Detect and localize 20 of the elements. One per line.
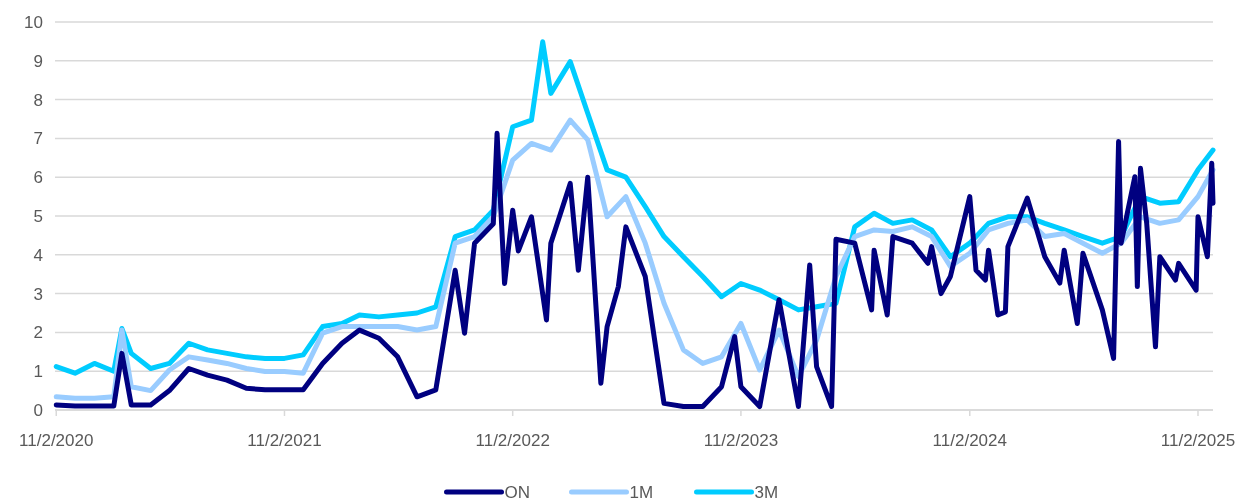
y-tick-label: 10 xyxy=(24,12,43,32)
y-tick-label: 2 xyxy=(33,323,43,343)
x-tick-label: 11/2/2022 xyxy=(475,431,550,450)
y-tick-label: 9 xyxy=(33,51,43,71)
y-tick-label: 8 xyxy=(33,90,43,110)
legend-label: ON xyxy=(504,482,530,502)
x-tick-label: 11/2/2023 xyxy=(703,431,779,450)
y-tick-label: 7 xyxy=(33,129,43,149)
x-tick-label: 11/2/2024 xyxy=(932,431,1007,450)
x-tick-label: 11/2/2025 xyxy=(1160,431,1236,450)
x-tick-label: 11/2/2021 xyxy=(247,431,322,450)
y-tick-label: 0 xyxy=(33,400,43,420)
y-tick-label: 4 xyxy=(33,245,43,265)
legend-label: 1M xyxy=(629,482,654,502)
y-tick-label: 6 xyxy=(33,168,43,188)
y-tick-label: 3 xyxy=(33,284,43,304)
y-tick-label: 1 xyxy=(33,362,43,382)
y-tick-label: 5 xyxy=(33,206,43,226)
x-tick-label: 11/2/2020 xyxy=(19,431,94,450)
legend-label: 3M xyxy=(754,482,779,502)
